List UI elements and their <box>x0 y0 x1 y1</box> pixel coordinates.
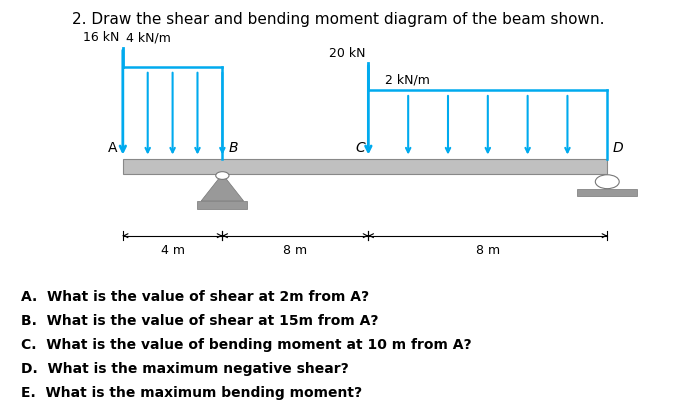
Text: B: B <box>229 141 238 155</box>
Bar <box>577 189 637 196</box>
Bar <box>198 201 247 210</box>
Text: C.  What is the value of bending moment at 10 m from A?: C. What is the value of bending moment a… <box>21 338 472 352</box>
Text: C: C <box>355 141 365 155</box>
Text: 2 kN/m: 2 kN/m <box>385 73 430 86</box>
Text: 8 m: 8 m <box>476 244 500 257</box>
Text: 4 m: 4 m <box>160 244 185 257</box>
Text: D.  What is the maximum negative shear?: D. What is the maximum negative shear? <box>21 362 349 376</box>
Polygon shape <box>201 174 244 201</box>
Text: A: A <box>108 141 118 155</box>
Text: B.  What is the value of shear at 15m from A?: B. What is the value of shear at 15m fro… <box>21 314 379 328</box>
Circle shape <box>216 172 229 179</box>
Text: 16 kN: 16 kN <box>83 31 120 44</box>
Text: 20 kN: 20 kN <box>328 47 365 60</box>
Text: 2. Draw the shear and bending moment diagram of the beam shown.: 2. Draw the shear and bending moment dia… <box>72 12 605 27</box>
Text: E.  What is the maximum bending moment?: E. What is the maximum bending moment? <box>21 386 362 400</box>
Bar <box>123 159 607 174</box>
Text: D: D <box>613 141 624 155</box>
Text: 4 kN/m: 4 kN/m <box>126 31 171 44</box>
Text: 8 m: 8 m <box>283 244 307 257</box>
Text: A.  What is the value of shear at 2m from A?: A. What is the value of shear at 2m from… <box>21 290 370 304</box>
Circle shape <box>595 175 619 189</box>
